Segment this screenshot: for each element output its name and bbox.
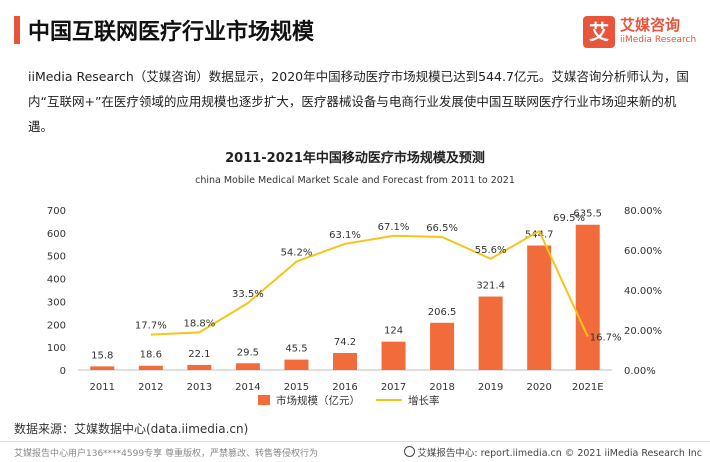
growth-rate-label: 18.8%: [183, 318, 215, 329]
bar-value-label: 321.4: [476, 281, 505, 292]
bar: [575, 224, 600, 370]
bar: [381, 341, 406, 370]
footer-copyright-notice: 艾媒报告中心用户136****4599专享 尊重版权，严禁篡改、转售等侵权行为: [14, 449, 318, 459]
x-tick-label: 2019: [478, 382, 503, 393]
bar: [138, 365, 163, 370]
growth-rate-label: 69.5%: [553, 213, 585, 224]
plot-area: 0 100 200 300 400 500 600 700 0.00% 20.00% 40.00% 6…: [47, 206, 662, 407]
bar: [430, 322, 455, 370]
y-right-tick-label: 80.00%: [624, 206, 662, 217]
legend-line-label: 增长率: [408, 394, 440, 407]
y-right-tick-label: 20.00%: [624, 326, 662, 337]
y-right-tick-label: 0.00%: [624, 366, 656, 377]
growth-rate-label: 17.7%: [135, 321, 167, 332]
x-tick-label: 2020: [526, 382, 551, 393]
bar-value-label: 29.5: [237, 347, 259, 358]
bar-value-label: 22.1: [188, 349, 210, 360]
bar-value-label: 15.8: [91, 350, 113, 361]
growth-rate-label: 63.1%: [329, 230, 361, 241]
x-tick-label: 2017: [381, 382, 406, 393]
y-left-tick-label: 100: [47, 343, 66, 354]
footer-report-text: 艾媒报告中心: report.iimedia.cn © 2021 iiMedia…: [417, 448, 702, 459]
chart-subtitle: china Mobile Medical Market Scale and Fo…: [195, 175, 515, 186]
logo-name-cn: 艾媒咨询: [620, 16, 681, 34]
bar: [478, 296, 503, 370]
y-left-tick-label: 400: [47, 275, 66, 286]
data-source: 数据来源：艾媒数据中心(data.iimedia.cn): [14, 422, 249, 436]
x-tick-label: 2014: [235, 382, 260, 393]
y-left-tick-label: 700: [47, 206, 66, 217]
growth-rate-label: 54.2%: [281, 248, 313, 259]
logo-mark-icon: 艾: [583, 16, 615, 48]
x-tick-label: 2011: [90, 382, 115, 393]
y-left-tick-label: 500: [47, 252, 66, 263]
intro-paragraph: iiMedia Research（艾媒咨询）数据显示，2020年中国移动医疗市场…: [28, 69, 689, 134]
globe-icon: [404, 446, 416, 457]
iimedia-logo: 艾 艾媒咨询 iiMedia Research: [583, 14, 697, 54]
bar-value-label: 18.6: [140, 350, 162, 361]
page-title: 中国互联网医疗行业市场规模: [28, 20, 315, 45]
x-tick-label: 2012: [138, 382, 163, 393]
logo-name-en: iiMedia Research: [620, 35, 697, 45]
title-accent-bar: [14, 16, 20, 44]
market-scale-chart: 2011-2021年中国移动医疗市场规模及预测 china Mobile Med…: [47, 150, 662, 407]
bar-value-label: 45.5: [285, 344, 307, 355]
chart-title: 2011-2021年中国移动医疗市场规模及预测: [225, 150, 485, 166]
bar-value-label: 544.7: [525, 229, 554, 240]
growth-rate-label: 16.7%: [590, 333, 622, 344]
x-tick-label: 2018: [429, 382, 454, 393]
bar-value-label: 74.2: [334, 337, 356, 348]
footer-report-center: 艾媒报告中心: report.iimedia.cn © 2021 iiMedia…: [404, 445, 702, 459]
legend-bar-label: 市场规模（亿元）: [276, 394, 360, 407]
bar-value-label: 124: [384, 326, 403, 337]
growth-rate-label: 66.5%: [426, 223, 458, 234]
growth-rate-label: 33.5%: [232, 289, 264, 300]
bar: [284, 359, 309, 370]
y-left-tick-label: 300: [47, 297, 66, 308]
legend-bar-swatch: [258, 395, 270, 405]
bar: [90, 366, 115, 370]
footer: 艾媒报告中心用户136****4599专享 尊重版权，严禁篡改、转售等侵权行为 …: [0, 441, 710, 462]
bar: [333, 353, 357, 370]
x-tick-label: 2016: [332, 382, 357, 393]
bar: [187, 364, 212, 370]
y-left-tick-label: 0: [60, 366, 66, 377]
y-right-tick-label: 60.00%: [624, 246, 662, 257]
growth-rate-label: 67.1%: [378, 222, 410, 233]
growth-rate-line: [150, 229, 589, 338]
x-tick-label: 2021E: [572, 382, 604, 393]
growth-rate-label: 55.6%: [475, 245, 507, 256]
y-left-tick-label: 200: [47, 320, 66, 331]
bar: [527, 245, 552, 370]
x-tick-label: 2015: [284, 382, 309, 393]
bar-value-label: 206.5: [428, 307, 457, 318]
bar-value-label: 635.5: [573, 209, 602, 220]
x-tick-label: 2013: [187, 382, 212, 393]
y-left-tick-label: 600: [47, 229, 66, 240]
y-right-tick-label: 40.00%: [624, 286, 662, 297]
bar: [235, 363, 260, 370]
